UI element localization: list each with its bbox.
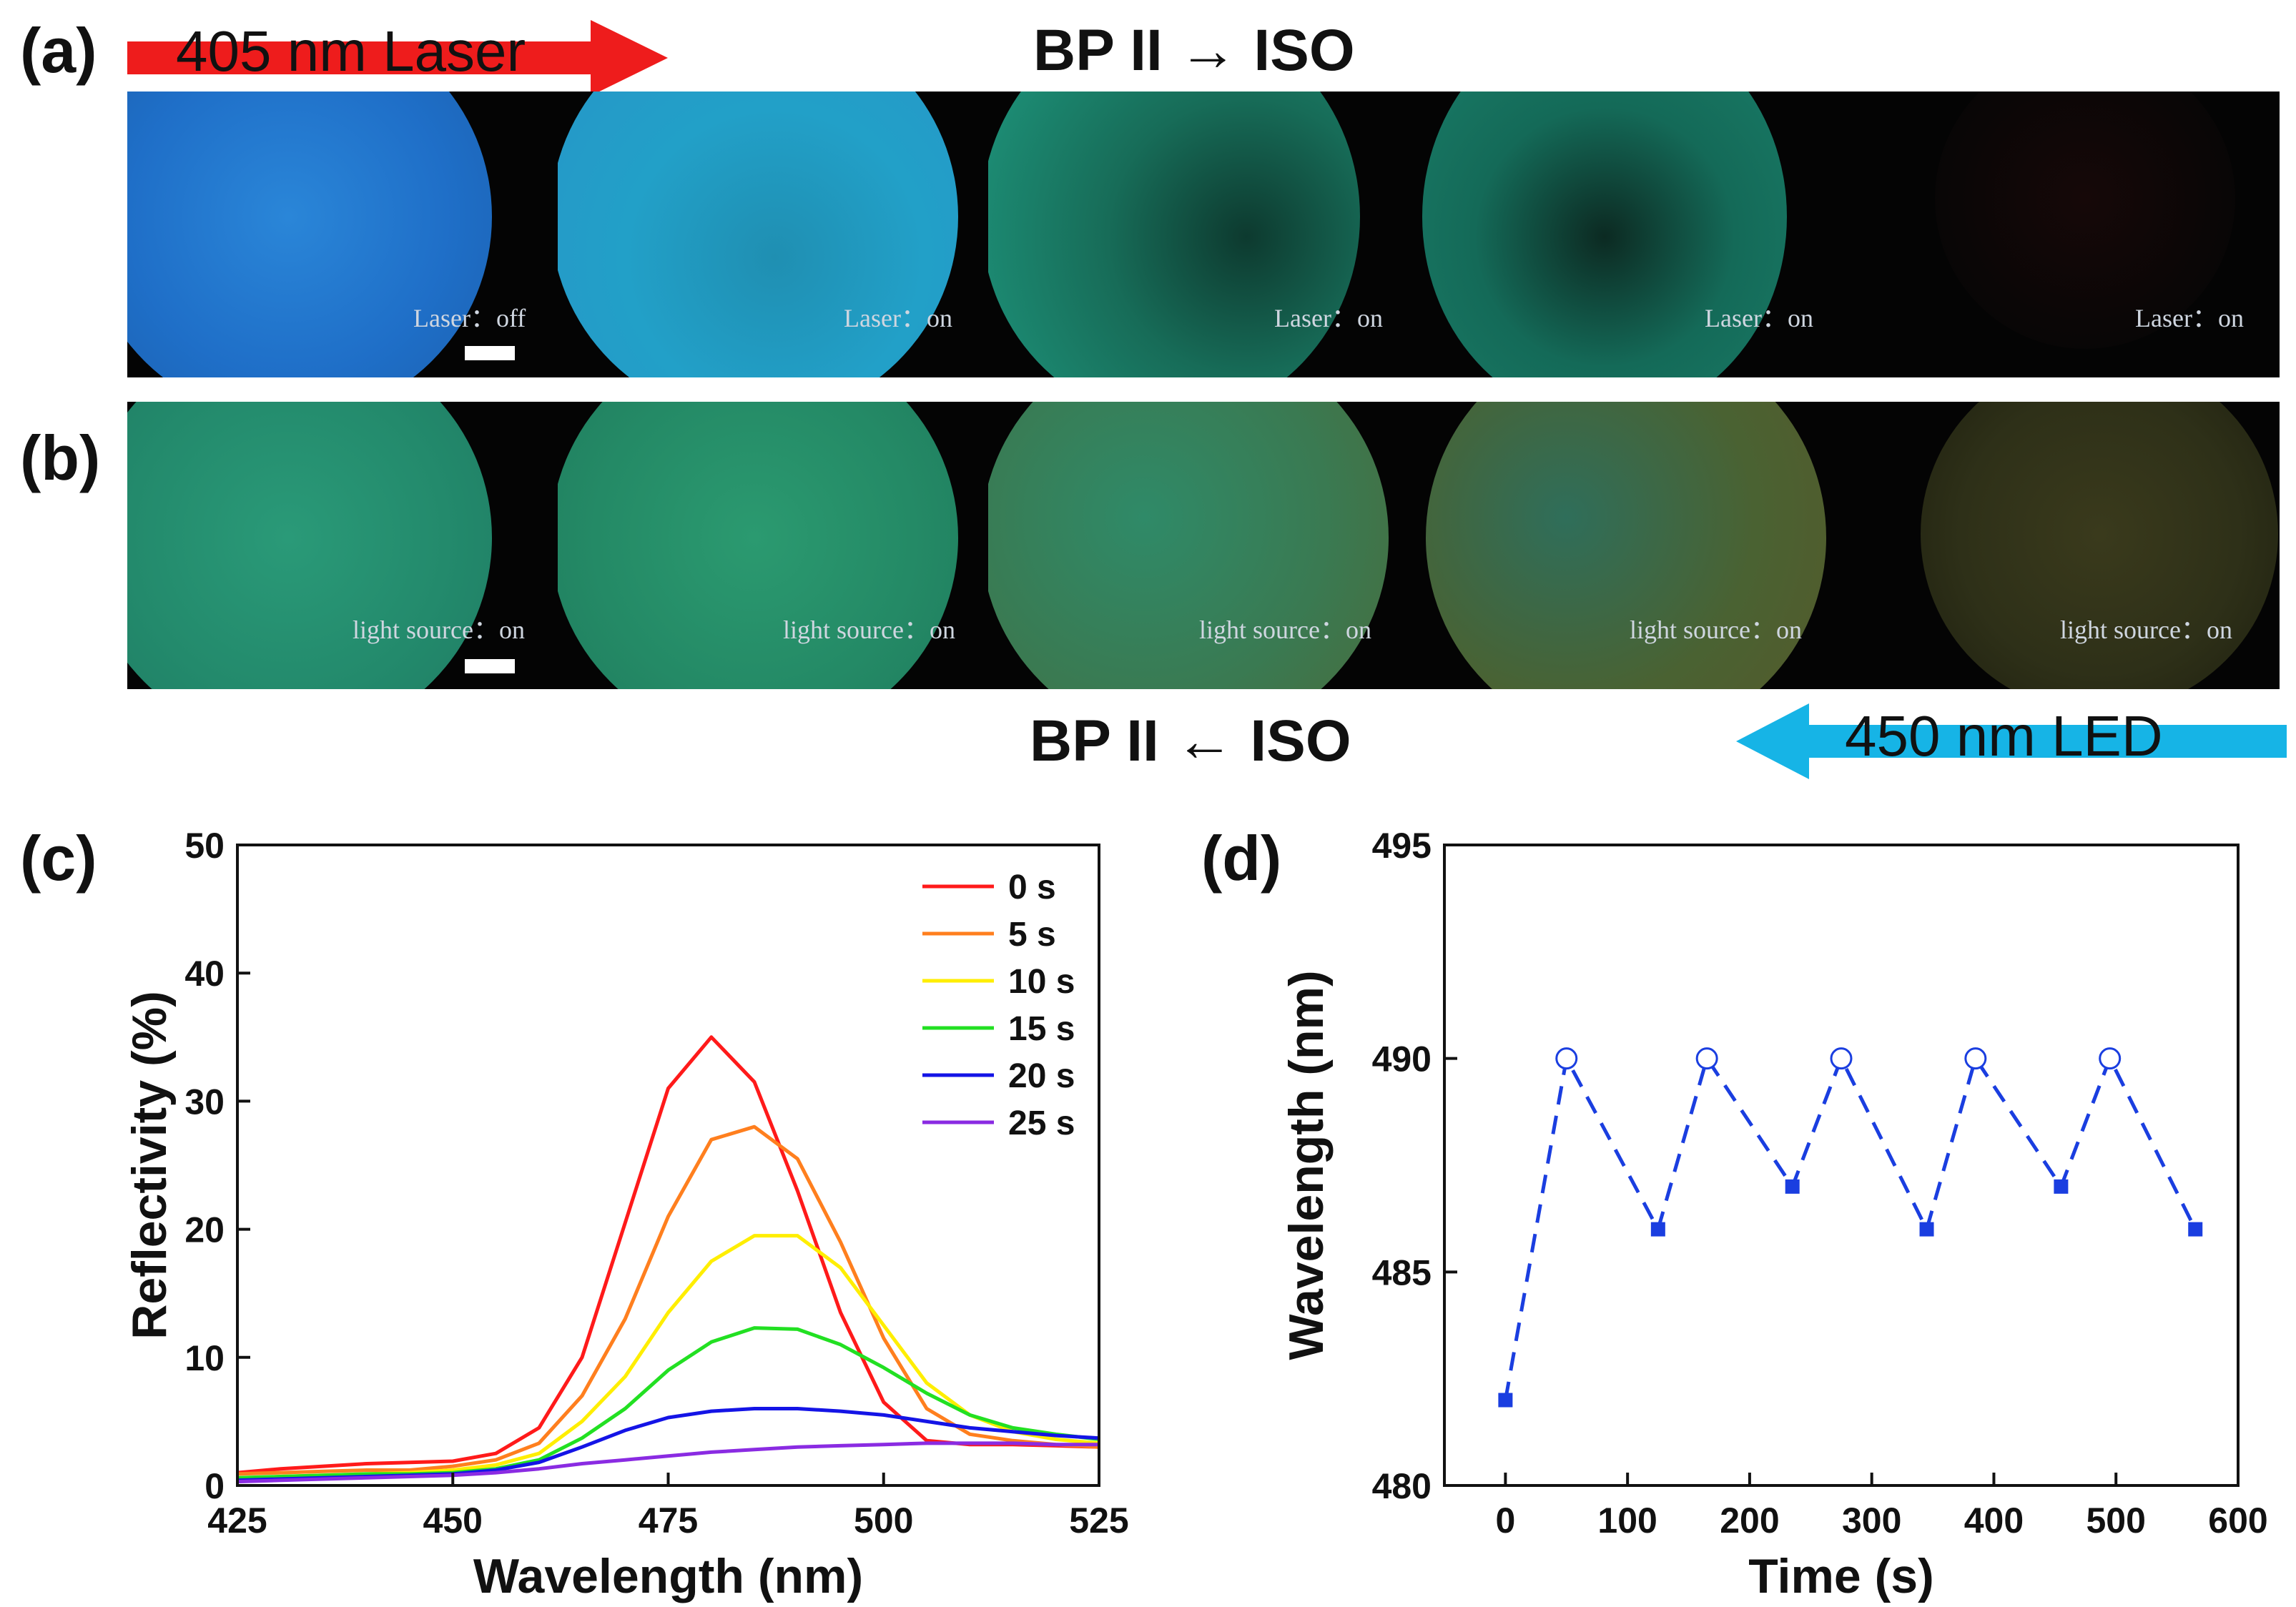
point-marker-8 bbox=[2054, 1179, 2069, 1194]
micrograph-a2: Laser：on bbox=[558, 92, 988, 377]
dashed-series-line bbox=[1503, 1053, 2197, 1400]
legend-label-4: 20 s bbox=[1008, 1057, 1075, 1095]
micrograph-a5-caption: Laser：on bbox=[2135, 304, 2244, 332]
legend-label-5: 25 s bbox=[1008, 1104, 1075, 1142]
x-tick-label-d-500: 500 bbox=[2086, 1500, 2146, 1541]
x-tick-label-d-0: 0 bbox=[1495, 1500, 1515, 1541]
y-tick-label-40: 40 bbox=[184, 954, 225, 994]
led-arrow-label: 450 nm LED bbox=[1845, 704, 2163, 768]
y-axis-label-c: Reflectivity (%) bbox=[122, 991, 177, 1339]
scale-bar-a bbox=[465, 346, 515, 360]
y-axis-label-d: Wavelength (nm) bbox=[1279, 970, 1334, 1360]
laser-arrow-label: 405 nm Laser bbox=[176, 19, 526, 83]
panel-label-b: (b) bbox=[20, 422, 101, 493]
point-marker-10 bbox=[2188, 1222, 2203, 1237]
x-tick-label-d-200: 200 bbox=[1720, 1500, 1779, 1541]
reflectivity-spectrum-chart: 425 450 475 500 525 0 10 20 30 40 50 Wavelength (nm… bbox=[122, 826, 1129, 1603]
series-line-15s bbox=[237, 1326, 1100, 1480]
point-marker-1 bbox=[1555, 1047, 1578, 1070]
micrograph-b1: light source：on bbox=[127, 402, 558, 689]
panel-label-c: (c) bbox=[20, 823, 97, 894]
y-tick-label-d-485: 485 bbox=[1372, 1252, 1432, 1292]
x-tick-label-d-100: 100 bbox=[1597, 1500, 1657, 1541]
laser-arrow-icon bbox=[127, 20, 668, 96]
legend-label-2: 10 s bbox=[1008, 963, 1075, 1001]
series-line-0s bbox=[237, 1035, 1100, 1475]
micrograph-a1: Laser：off bbox=[127, 92, 558, 377]
led-arrow-icon bbox=[1736, 703, 2287, 779]
legend-label-0: 0 s bbox=[1008, 869, 1056, 906]
micrograph-a3: Laser：on bbox=[988, 92, 1419, 377]
micrograph-a1-caption: Laser：off bbox=[413, 304, 526, 332]
series-line-25s bbox=[237, 1441, 1099, 1484]
x-axis-label-d: Time (s) bbox=[1748, 1549, 1933, 1603]
x-tick-label-d-300: 300 bbox=[1842, 1500, 1901, 1541]
micrograph-b3: light source：on bbox=[988, 402, 1419, 689]
x-tick-label-d-600: 600 bbox=[2208, 1500, 2267, 1541]
micrograph-b1-caption: light source：on bbox=[353, 615, 525, 644]
micrograph-b2: light source：on bbox=[558, 402, 988, 689]
x-tick-label-d-400: 400 bbox=[1964, 1500, 2024, 1541]
x-tick-label-500: 500 bbox=[854, 1500, 913, 1541]
micrograph-b4: light source：on bbox=[1419, 402, 1849, 689]
point-marker-3 bbox=[1695, 1047, 1718, 1070]
y-tick-label-d-480: 480 bbox=[1372, 1466, 1432, 1506]
image-strip-b: light source：on light source：on light so… bbox=[127, 402, 2280, 689]
x-tick-label-450: 450 bbox=[423, 1500, 483, 1541]
wavelength-vs-time-chart: 0 100 200 300 400 500 600 480 485 490 495 Time (s) W… bbox=[1279, 826, 2268, 1603]
y-tick-label-10: 10 bbox=[184, 1338, 225, 1378]
micrograph-b4-caption: light source：on bbox=[1630, 615, 1802, 644]
x-tick-label-525: 525 bbox=[1069, 1500, 1128, 1541]
micrograph-b3-caption: light source：on bbox=[1199, 615, 1371, 644]
point-marker-6 bbox=[1919, 1222, 1934, 1237]
x-tick-label-425: 425 bbox=[207, 1500, 267, 1541]
series-line-5s bbox=[237, 1124, 1100, 1476]
micrograph-a3-caption: Laser：on bbox=[1274, 304, 1383, 332]
y-tick-label-30: 30 bbox=[184, 1082, 225, 1122]
plot-frame-c bbox=[236, 844, 1100, 1487]
x-tick-label-475: 475 bbox=[639, 1500, 698, 1541]
point-marker-0 bbox=[1498, 1393, 1513, 1408]
panel-label-a: (a) bbox=[20, 15, 97, 86]
panel-label-d: (d) bbox=[1201, 823, 1282, 894]
heading-bp-to-iso: BP II → ISO bbox=[1033, 18, 1355, 83]
micrograph-b5: light source：on bbox=[1849, 402, 2280, 689]
plot-frame-d bbox=[1443, 844, 2240, 1487]
legend-label-1: 5 s bbox=[1008, 916, 1056, 954]
y-tick-label-d-495: 495 bbox=[1372, 826, 1432, 866]
point-marker-2 bbox=[1650, 1222, 1665, 1237]
image-strip-a: Laser：off Laser：on Laser：on Laser：on Las… bbox=[127, 92, 2280, 377]
point-marker-9 bbox=[2099, 1047, 2122, 1070]
x-axis-label-c: Wavelength (nm) bbox=[473, 1549, 863, 1603]
legend-label-3: 15 s bbox=[1008, 1010, 1075, 1048]
y-tick-label-50: 50 bbox=[184, 826, 225, 866]
micrograph-a4-caption: Laser：on bbox=[1705, 304, 1813, 332]
y-tick-label-d-490: 490 bbox=[1372, 1039, 1432, 1079]
scale-bar-b bbox=[465, 659, 515, 673]
micrograph-a2-caption: Laser：on bbox=[844, 304, 952, 332]
point-marker-5 bbox=[1830, 1047, 1853, 1070]
heading-iso-to-bp: BP II ← ISO bbox=[1030, 708, 1351, 773]
micrograph-a5: Laser：on bbox=[1849, 92, 2280, 377]
point-marker-7 bbox=[1964, 1047, 1987, 1070]
micrograph-b5-caption: light source：on bbox=[2060, 615, 2232, 644]
y-tick-label-0: 0 bbox=[205, 1466, 225, 1506]
point-marker-4 bbox=[1785, 1179, 1800, 1194]
y-tick-label-20: 20 bbox=[184, 1210, 225, 1250]
micrograph-a4: Laser：on bbox=[1419, 92, 1849, 377]
micrograph-b2-caption: light source：on bbox=[783, 615, 955, 644]
